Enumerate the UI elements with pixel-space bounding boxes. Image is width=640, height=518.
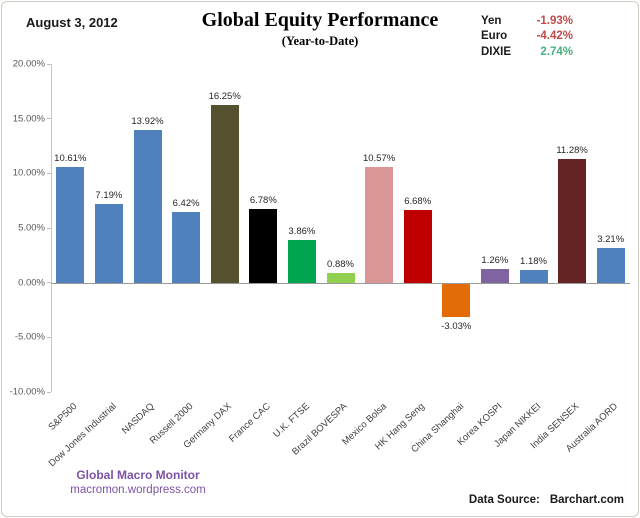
y-tick-label: 10.00% [12,167,45,179]
brand-url: macromon.wordpress.com [70,484,206,496]
fx-legend: Yen -1.93% Euro -4.42% DIXIE 2.74% [481,13,573,60]
bar [480,268,509,283]
bar [365,167,394,283]
bar [403,209,432,283]
x-category-label: Dow Jones Industrial [46,401,119,470]
bar [326,273,355,283]
bar [94,204,123,283]
fx-legend-value: 2.74% [540,45,573,58]
bar-value-label: 6.42% [172,198,200,210]
data-source-label: Data Source: [468,494,540,506]
data-source: Data Source: Barchart.com [469,494,624,506]
y-tick-label: 15.00% [12,113,45,125]
y-tick-mark [47,118,51,120]
y-axis-line [51,64,52,392]
y-tick-mark [47,172,51,174]
y-tick-mark [47,391,51,393]
bar-value-label: 10.61% [54,152,87,164]
bar [172,212,201,283]
y-tick-mark [47,63,51,65]
x-category-label: S&P500 [46,401,80,433]
bar-value-label: 1.18% [520,255,547,267]
bar-value-label: 6.78% [249,194,277,206]
y-tick-mark [47,227,51,229]
bar [133,130,162,283]
brand-block: Global Macro Monitor macromon.wordpress.… [38,468,238,496]
bar-value-label: 3.86% [288,226,316,238]
data-source-value: Barchart.com [549,494,624,506]
bar [442,283,471,317]
bar-value-label: 3.21% [597,233,625,245]
bar [210,105,239,283]
bar [519,269,548,283]
y-tick-label: 0.00% [18,277,45,289]
fx-legend-label: Yen [481,14,502,27]
bar [558,159,587,283]
fx-legend-row-dixie: DIXIE 2.74% [481,44,573,60]
x-category-label: France CAC [227,401,273,445]
fx-legend-label: DIXIE [481,45,512,58]
y-tick-label: 20.00% [12,58,45,70]
bar-value-label: 16.25% [208,91,241,102]
y-tick-mark [47,336,51,338]
bar [596,247,625,283]
zero-baseline [51,283,630,284]
fx-legend-row-euro: Euro -4.42% [481,29,573,45]
bar [56,166,85,283]
bar-value-label: 7.19% [95,190,123,202]
y-tick-label: -10.00% [9,386,45,398]
bar-value-label: 0.88% [327,259,354,271]
bar-value-label: 6.68% [404,195,432,207]
bar-value-label: 13.92% [131,116,164,128]
fx-legend-value: -4.42% [536,30,573,43]
bar-value-label: -3.03% [441,320,472,332]
fx-legend-value: -1.93% [536,14,573,27]
y-tick-label: -5.00% [14,331,45,343]
bar-value-label: 1.26% [481,254,509,266]
x-category-label: NASDAQ [120,401,158,437]
bar-value-label: 11.28% [556,145,588,157]
y-tick-label: 5.00% [18,222,45,234]
fx-legend-row-yen: Yen -1.93% [481,13,573,29]
report-date: August 3, 2012 [26,15,118,30]
fx-legend-label: Euro [481,30,508,43]
bar [287,240,316,283]
bar-value-label: 10.57% [362,153,396,165]
y-tick-mark [47,282,51,284]
bar [249,208,278,283]
brand-name: Global Macro Monitor [76,468,200,482]
